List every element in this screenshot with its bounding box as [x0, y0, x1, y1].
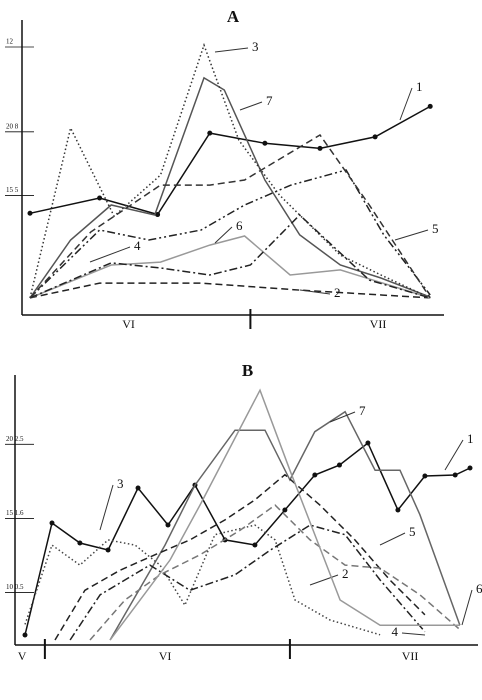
label-leader	[444, 439, 464, 471]
y2-tick-label: 12	[6, 38, 14, 46]
label-leader	[401, 632, 426, 636]
series-line	[29, 133, 431, 299]
series-label: 2	[342, 566, 349, 581]
series-marker	[77, 540, 83, 546]
series-marker	[395, 507, 401, 513]
x-label: VII	[402, 649, 419, 663]
series-marker	[27, 210, 33, 216]
series-marker	[312, 472, 318, 478]
series-marker	[135, 485, 141, 491]
x-label: VI	[159, 649, 172, 663]
series-label: 4	[392, 624, 399, 639]
series-line	[69, 524, 426, 641]
series-marker	[282, 507, 288, 513]
series-label: 7	[266, 93, 273, 108]
label-leader	[309, 574, 339, 586]
series-marker	[422, 473, 428, 479]
series-label: 5	[409, 524, 416, 539]
y-tick-label: 20 2.5	[6, 435, 24, 443]
label-leader	[214, 226, 233, 244]
y-tick-label: 15 1.6	[6, 509, 24, 517]
y-tick-label: 10 0.5	[6, 583, 24, 591]
series-marker	[467, 465, 473, 471]
series-label: 2	[334, 285, 341, 300]
series-label: 6	[236, 218, 243, 233]
series-line	[29, 235, 431, 299]
series-marker	[105, 547, 111, 553]
series-line	[29, 213, 431, 299]
series-label: 3	[252, 39, 259, 54]
series-marker	[262, 140, 268, 146]
series-marker	[49, 520, 55, 526]
series-line	[29, 76, 431, 299]
series-line	[24, 441, 471, 636]
x-label: V	[18, 649, 27, 663]
x-label: VI	[122, 317, 135, 331]
label-leader	[394, 229, 429, 241]
series-label: 7	[359, 403, 366, 418]
series-line	[109, 388, 460, 641]
series-label: 4	[134, 238, 141, 253]
series-label: 6	[476, 581, 482, 596]
label-leader	[461, 589, 473, 626]
series-line	[109, 410, 461, 641]
label-leader	[239, 101, 263, 111]
label-leader	[329, 411, 356, 423]
series-line	[29, 282, 431, 299]
label-leader	[89, 246, 131, 263]
series-marker	[452, 472, 458, 478]
series-label: 3	[117, 476, 124, 491]
x-label: VII	[370, 317, 387, 331]
series-marker	[372, 134, 378, 140]
y-tick-label: 20 8	[6, 122, 19, 130]
series-label: 5	[432, 221, 439, 236]
panel-title: A	[227, 7, 240, 26]
series-marker	[427, 103, 433, 109]
y-tick-label: 15 5	[6, 186, 19, 194]
label-leader	[299, 289, 331, 295]
panel-title: B	[242, 361, 253, 380]
series-line	[29, 105, 431, 216]
series-line	[54, 473, 426, 641]
label-leader	[99, 484, 114, 531]
series-marker	[155, 212, 161, 218]
series-marker	[97, 195, 103, 201]
label-leader	[214, 47, 249, 53]
series-marker	[336, 462, 342, 468]
series-line	[89, 504, 461, 641]
series-label: 1	[416, 79, 423, 94]
series-line	[24, 524, 381, 636]
series-marker	[317, 145, 323, 151]
series-marker	[22, 632, 28, 638]
series-marker	[252, 542, 258, 548]
label-leader	[399, 87, 413, 121]
label-leader	[379, 532, 406, 546]
series-marker	[165, 522, 171, 528]
series-marker	[207, 130, 213, 136]
series-marker	[365, 440, 371, 446]
series-line	[29, 42, 431, 299]
series-label: 1	[467, 431, 474, 446]
